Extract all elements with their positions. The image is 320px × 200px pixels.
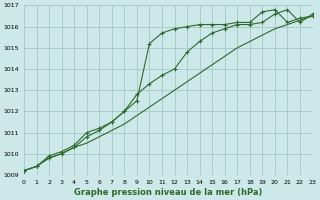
X-axis label: Graphe pression niveau de la mer (hPa): Graphe pression niveau de la mer (hPa) — [74, 188, 262, 197]
